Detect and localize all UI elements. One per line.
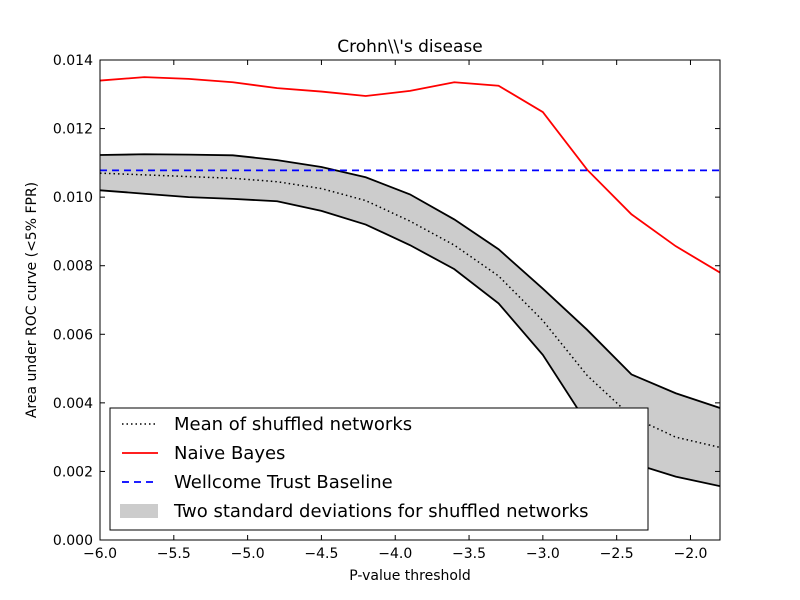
x-tick-label: −6.0 — [83, 546, 117, 562]
legend-label-2: Wellcome Trust Baseline — [174, 472, 393, 493]
x-tick-label: −5.5 — [157, 546, 191, 562]
legend-label-0: Mean of shuffled networks — [174, 414, 412, 435]
x-axis-label: P-value threshold — [349, 568, 470, 584]
legend-swatch-3 — [120, 504, 158, 518]
chart-title: Crohn\\'s disease — [337, 37, 482, 57]
plot-area — [100, 76, 720, 488]
std-band-fill — [100, 154, 720, 487]
x-tick-label: −2.5 — [600, 546, 634, 562]
x-tick-label: −2.0 — [673, 546, 707, 562]
series-line-1 — [100, 76, 720, 274]
y-tick-label: 0.010 — [53, 190, 93, 206]
y-tick-label: 0.014 — [53, 53, 93, 69]
legend-box — [109, 407, 649, 531]
legend: Mean of shuffled networks Naive Bayes Well… — [109, 407, 649, 531]
legend-label-1: Naive Bayes — [174, 443, 285, 464]
x-tick-label: −4.0 — [378, 546, 412, 562]
y-tick-label: 0.012 — [53, 122, 93, 138]
axes-frame — [99, 59, 721, 541]
y-tick-label: 0.006 — [53, 327, 93, 343]
y-tick-label: 0.004 — [53, 396, 93, 412]
y-tick-label: 0.000 — [53, 533, 93, 549]
axis-ticks: −6.0 −5.5 −5.0 −4.5 −4.0 −3.5 −3.0 −2.5 −2.0 0.00… — [53, 53, 720, 562]
x-tick-label: −3.5 — [452, 546, 486, 562]
y-tick-label: 0.002 — [53, 464, 93, 480]
legend-label-3: Two standard deviations for shuffled net… — [173, 501, 589, 522]
x-tick-label: −5.0 — [231, 546, 265, 562]
x-tick-label: −3.0 — [526, 546, 560, 562]
x-tick-label: −4.5 — [304, 546, 338, 562]
y-tick-label: 0.008 — [53, 259, 93, 275]
y-axis-label: Area under ROC curve (<5% FPR) — [24, 182, 40, 418]
series-line-0 — [100, 172, 720, 449]
std-band-upper-edge — [100, 153, 720, 409]
